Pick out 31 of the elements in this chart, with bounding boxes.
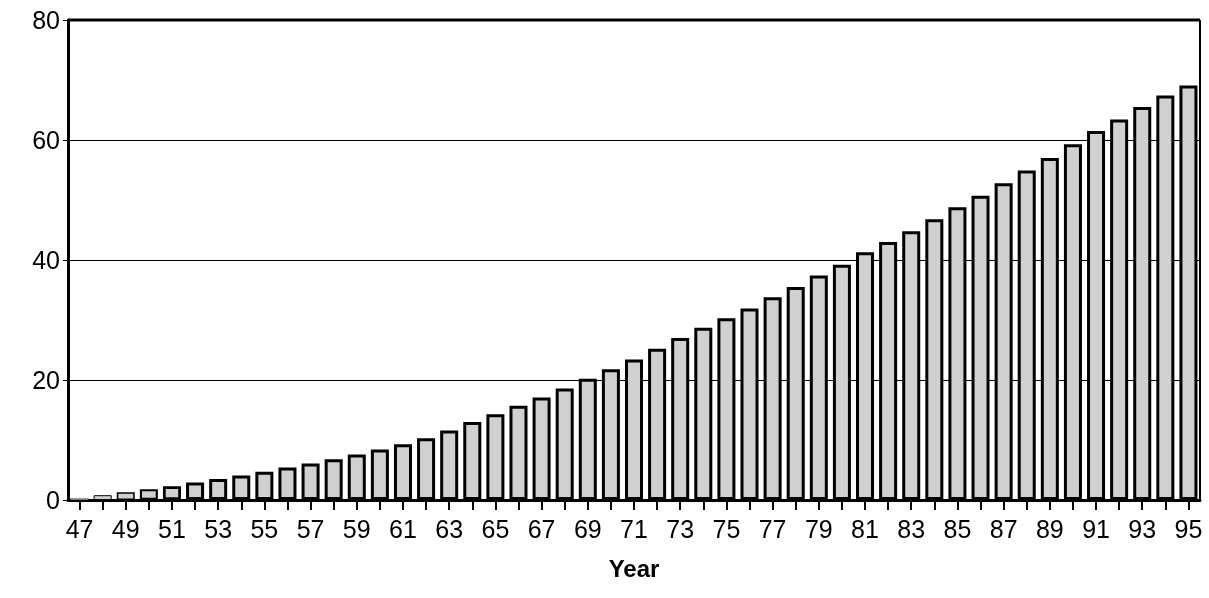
- x-tick-label: 47: [65, 514, 94, 543]
- x-tick-label: 55: [250, 514, 279, 543]
- x-tick-label: 49: [111, 514, 140, 543]
- x-tick-label: 87: [989, 514, 1018, 543]
- y-tick-label: 80: [32, 6, 60, 34]
- x-tick-label: 73: [666, 514, 695, 543]
- x-tick-label: 83: [897, 514, 926, 543]
- x-tick-label: 75: [712, 514, 741, 543]
- x-tick-label: 67: [527, 514, 556, 543]
- x-tick-label: 81: [851, 514, 879, 543]
- y-tick-label: 0: [46, 486, 60, 514]
- x-tick-label: 93: [1128, 514, 1157, 543]
- x-tick-label: 53: [204, 514, 233, 543]
- y-tick-label: 20: [32, 366, 60, 394]
- x-tick-label: 95: [1174, 514, 1203, 543]
- x-tick-label: 51: [158, 514, 186, 543]
- x-tick-label: 63: [435, 514, 464, 543]
- x-tick-label: 77: [758, 514, 787, 543]
- x-tick-label: 57: [296, 514, 325, 543]
- x-tick-label: 85: [943, 514, 972, 543]
- x-tick-label: 65: [481, 514, 510, 543]
- x-tick-label: 89: [1035, 514, 1064, 543]
- x-tick-label: 79: [804, 514, 833, 543]
- x-tick-label: 71: [620, 514, 648, 543]
- x-tick-label: 59: [342, 514, 371, 543]
- y-tick-label: 60: [32, 126, 60, 154]
- x-tick-label: 91: [1082, 514, 1110, 543]
- x-tick-label: 69: [573, 514, 602, 543]
- x-axis-title: Year: [608, 554, 660, 582]
- x-tick-label: 61: [389, 514, 417, 543]
- y-tick-label: 40: [32, 246, 60, 274]
